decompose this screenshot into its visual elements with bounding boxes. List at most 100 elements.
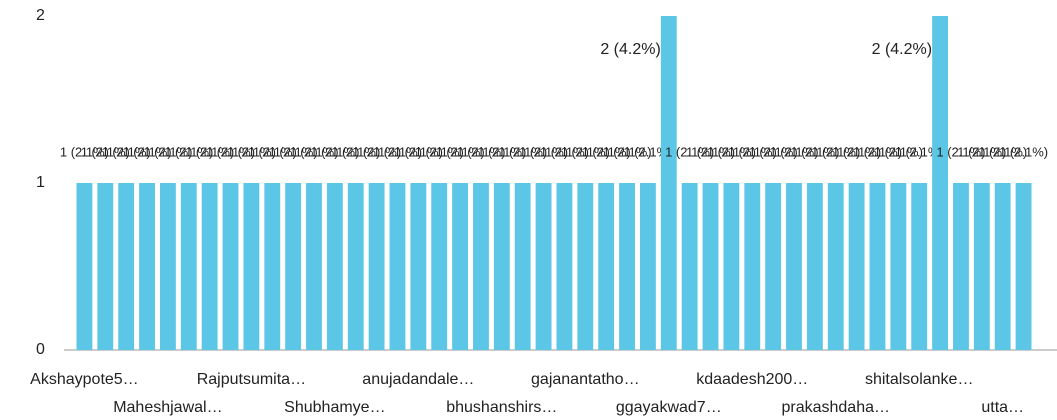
bar <box>744 183 761 350</box>
data-label: 1 (2.1%) <box>895 144 944 159</box>
bar <box>806 183 823 350</box>
data-label: 1 (2.1%) <box>999 144 1048 159</box>
data-label: 1 (2.1%) <box>227 144 276 159</box>
bar <box>1015 183 1032 350</box>
data-label: 1 (2.1%) <box>728 144 777 159</box>
bar <box>389 183 406 350</box>
data-label: 1 (2.1%) <box>60 144 109 159</box>
data-label: 1 (2.1%) <box>978 144 1027 159</box>
data-label: 1 (2.1%) <box>352 144 401 159</box>
data-label: 1 (2.1%) <box>602 144 651 159</box>
bar <box>577 183 594 350</box>
data-label: 1 (2.1%) <box>874 144 923 159</box>
data-label: 1 (2.1%) <box>415 144 464 159</box>
data-label: 1 (2.1%) <box>122 144 171 159</box>
x-tick-label: utta… <box>981 399 1024 416</box>
data-label: 1 (2.1%) <box>936 144 985 159</box>
bar <box>702 183 719 350</box>
x-tick-label: anujadandale… <box>362 371 474 388</box>
bar <box>973 183 990 350</box>
x-tick-label: prakashdaha… <box>781 399 890 416</box>
data-label: 1 (2.1%) <box>561 144 610 159</box>
bar <box>180 183 197 350</box>
bar <box>890 183 907 350</box>
bar <box>953 183 969 350</box>
data-label: 1 (2.1%) <box>957 144 1006 159</box>
x-tick-label: kdaadesh200… <box>696 371 808 388</box>
data-label: 1 (2.1%) <box>519 144 568 159</box>
data-label: 1 (2.1%) <box>289 144 338 159</box>
bar <box>410 183 427 350</box>
bar <box>639 183 656 350</box>
x-tick-label: Shubhamye… <box>284 399 385 416</box>
bar <box>347 183 364 350</box>
bar <box>431 183 448 350</box>
bar <box>619 183 635 350</box>
data-label: 1 (2.1%) <box>707 144 756 159</box>
data-label: 1 (2.1%) <box>853 144 902 159</box>
data-label: 1 (2.1%) <box>540 144 589 159</box>
data-label: 1 (2.1%) <box>185 144 234 159</box>
y-tick-label: 1 <box>36 174 45 191</box>
bar <box>535 183 552 350</box>
x-tick-label: bhushanshirs… <box>446 399 557 416</box>
data-label: 1 (2.1%) <box>456 144 505 159</box>
data-label: 1 (2.1%) <box>749 144 798 159</box>
bar <box>660 16 677 350</box>
bar <box>222 183 239 350</box>
bar <box>139 183 155 350</box>
bar <box>285 183 302 350</box>
bar <box>368 183 385 350</box>
y-tick-label: 2 <box>36 7 45 24</box>
bar <box>452 183 469 350</box>
bar <box>765 183 782 350</box>
data-label: 1 (2.1%) <box>269 144 318 159</box>
bar <box>201 183 218 350</box>
data-label: 1 (2.1%) <box>477 144 526 159</box>
x-tick-label: gajanantatho… <box>531 371 640 388</box>
bar <box>514 183 531 350</box>
data-label: 2 (4.2%) <box>600 41 660 58</box>
data-label: 1 (2.1%) <box>373 144 422 159</box>
x-tick-label: Rajputsumita… <box>197 371 306 388</box>
bar <box>827 183 844 350</box>
bar <box>118 183 135 350</box>
data-label: 1 (2.1%) <box>582 144 631 159</box>
x-tick-label: ggayakwad7… <box>616 399 722 416</box>
data-label: 1 (2.1%) <box>164 144 213 159</box>
x-tick-label: shitalsolanke… <box>865 371 974 388</box>
bar <box>264 183 281 350</box>
bar <box>932 16 949 350</box>
bar <box>556 183 573 350</box>
data-label: 1 (2.1%) <box>331 144 380 159</box>
data-label: 1 (2.1%) <box>248 144 297 159</box>
data-label: 1 (2.1%) <box>665 144 714 159</box>
bar <box>681 183 698 350</box>
x-tick-label: Akshaypote5… <box>30 371 139 388</box>
data-label: 1 (2.1%) <box>394 144 443 159</box>
bar <box>786 183 802 350</box>
bar <box>848 183 865 350</box>
bar <box>97 183 114 350</box>
x-tick-label: Maheshjawal… <box>113 399 222 416</box>
data-label: 1 (2.1%) <box>143 144 192 159</box>
bar <box>306 183 322 350</box>
data-label: 1 (2.1%) <box>686 144 735 159</box>
bar <box>869 183 886 350</box>
data-label: 1 (2.1%) <box>832 144 881 159</box>
y-tick-label: 0 <box>36 341 45 358</box>
data-label: 1 (2.1%) <box>790 144 839 159</box>
data-label: 1 (2.1%) <box>206 144 255 159</box>
data-label: 1 (2.1%) <box>769 144 818 159</box>
data-label: 1 (2.1%) <box>310 144 359 159</box>
bar <box>911 183 928 350</box>
bar <box>723 183 740 350</box>
bar <box>243 183 260 350</box>
data-label: 1 (2.1%) <box>623 144 672 159</box>
data-label: 1 (2.1%) <box>436 144 485 159</box>
data-label: 1 (2.1%) <box>81 144 130 159</box>
data-label: 1 (2.1%) <box>498 144 547 159</box>
bar <box>473 183 489 350</box>
